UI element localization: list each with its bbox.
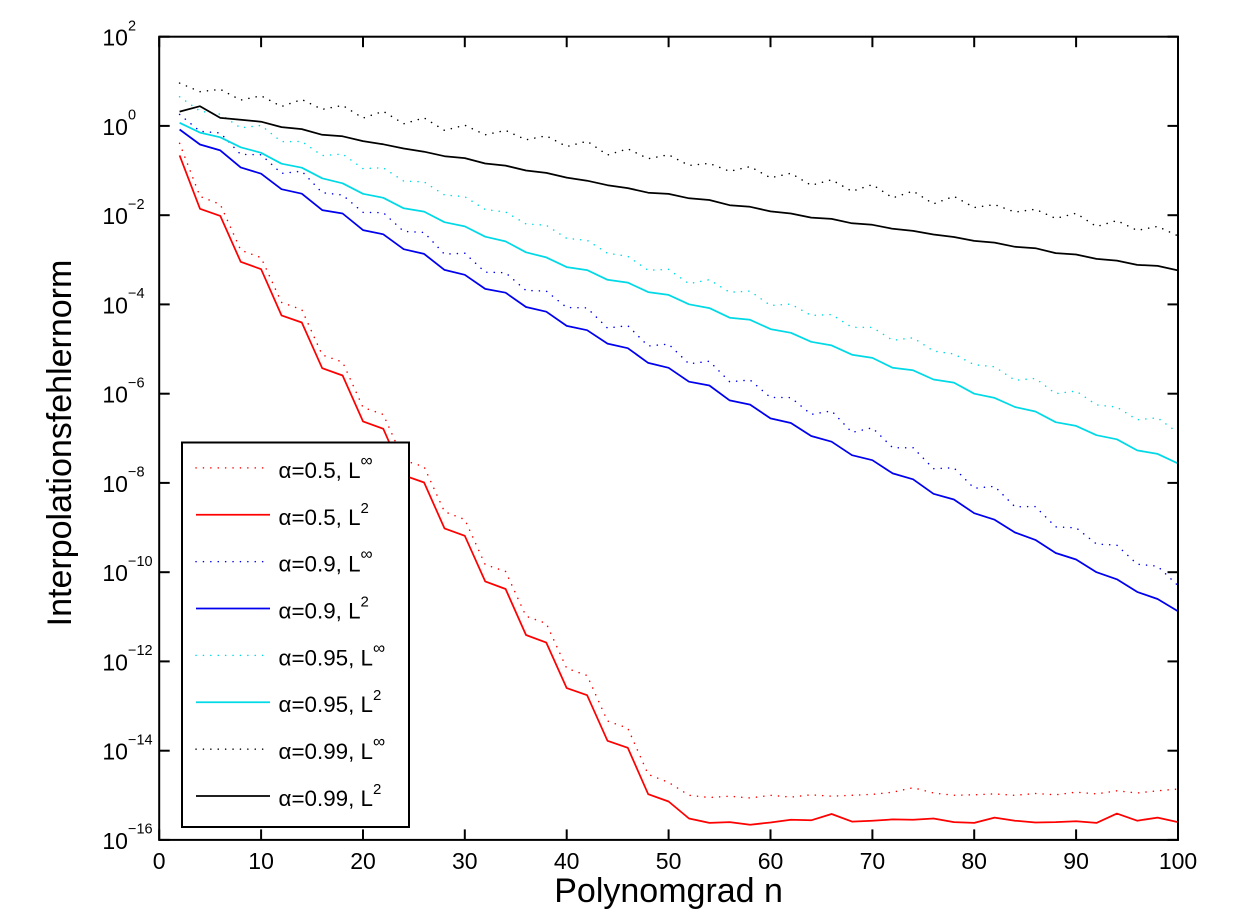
svg-text:0: 0 [128, 108, 136, 124]
svg-text:70: 70 [860, 848, 886, 874]
svg-text:α=0.99, L2: α=0.99, L2 [279, 781, 382, 811]
svg-text:10: 10 [102, 25, 128, 51]
svg-text:Interpolationsfehlernorm: Interpolationsfehlernorm [41, 260, 79, 627]
svg-text:α=0.95, L2: α=0.95, L2 [279, 687, 382, 717]
svg-text:30: 30 [452, 848, 478, 874]
svg-text:10: 10 [102, 471, 128, 497]
svg-text:10: 10 [102, 292, 128, 318]
svg-text:−2: −2 [128, 197, 145, 213]
svg-text:10: 10 [102, 739, 128, 765]
svg-text:100: 100 [1159, 848, 1197, 874]
svg-text:20: 20 [350, 848, 376, 874]
svg-text:0: 0 [153, 848, 166, 874]
svg-text:10: 10 [102, 382, 128, 408]
svg-text:−14: −14 [128, 732, 153, 748]
svg-text:40: 40 [554, 848, 580, 874]
svg-text:−12: −12 [128, 643, 153, 659]
svg-text:60: 60 [758, 848, 784, 874]
svg-text:50: 50 [656, 848, 682, 874]
svg-text:10: 10 [102, 203, 128, 229]
svg-text:α=0.5, L2: α=0.5, L2 [279, 500, 369, 530]
svg-text:Polynomgrad n: Polynomgrad n [554, 872, 783, 910]
svg-text:α=0.9, L2: α=0.9, L2 [279, 594, 369, 624]
svg-text:90: 90 [1063, 848, 1089, 874]
svg-text:10: 10 [102, 828, 128, 854]
svg-text:10: 10 [102, 560, 128, 586]
svg-text:−4: −4 [128, 286, 145, 302]
svg-text:10: 10 [248, 848, 274, 874]
svg-text:10: 10 [102, 649, 128, 675]
svg-text:80: 80 [961, 848, 987, 874]
svg-text:2: 2 [128, 18, 136, 34]
svg-text:10: 10 [102, 114, 128, 140]
svg-text:−16: −16 [128, 822, 153, 838]
svg-text:−10: −10 [128, 554, 153, 570]
svg-text:−6: −6 [128, 375, 145, 391]
svg-text:−8: −8 [128, 465, 145, 481]
